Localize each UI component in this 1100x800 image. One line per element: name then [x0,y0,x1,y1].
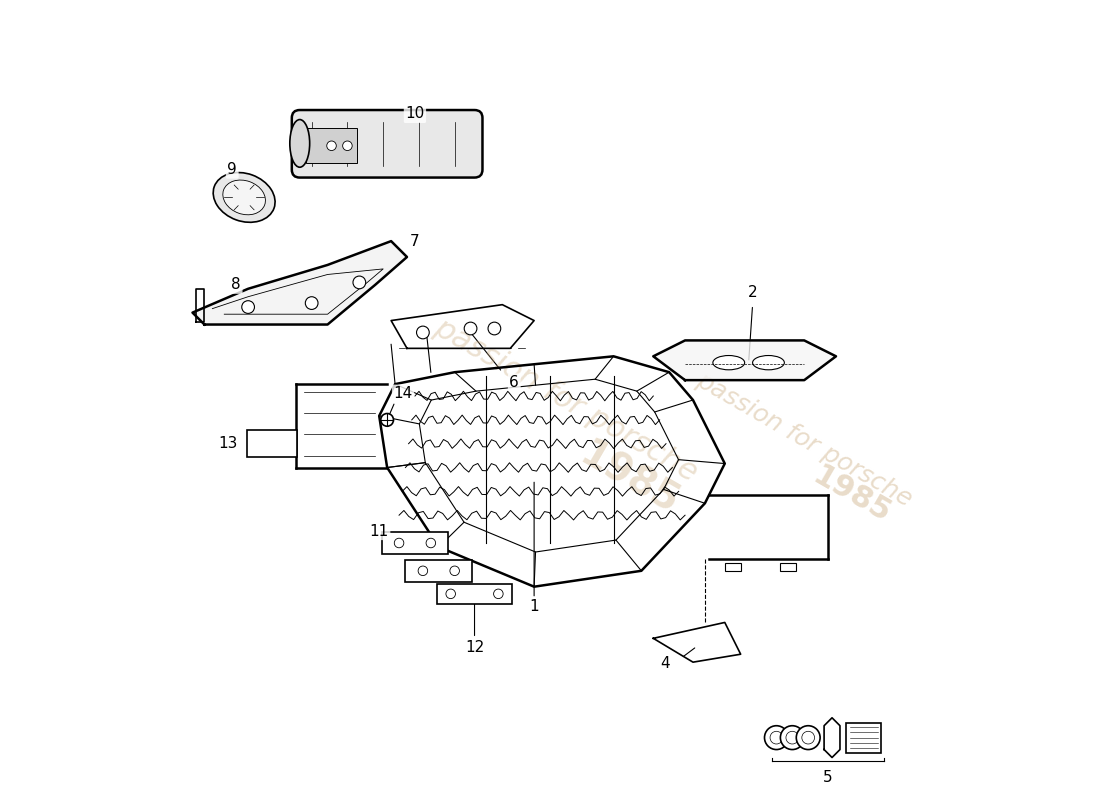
Circle shape [464,322,477,335]
Ellipse shape [289,119,310,167]
Text: passion for porsche: passion for porsche [429,313,703,487]
Text: 2: 2 [748,286,758,300]
Text: 9: 9 [228,162,238,177]
Ellipse shape [213,173,275,222]
FancyBboxPatch shape [725,563,740,571]
Ellipse shape [223,180,265,214]
Circle shape [796,726,821,750]
Polygon shape [653,341,836,380]
Circle shape [426,538,436,548]
Text: 8: 8 [231,278,241,292]
Circle shape [494,589,503,598]
Text: 1985: 1985 [807,462,896,529]
FancyBboxPatch shape [437,583,512,604]
Circle shape [488,322,501,335]
Circle shape [394,538,404,548]
Text: 12: 12 [465,640,484,655]
Circle shape [450,566,460,575]
Text: 7: 7 [410,234,420,249]
Text: 11: 11 [370,523,388,538]
Circle shape [381,414,394,426]
Circle shape [306,297,318,310]
Text: 5: 5 [823,770,833,785]
FancyBboxPatch shape [846,722,881,753]
FancyBboxPatch shape [292,110,483,178]
Text: 1985: 1985 [573,436,685,523]
Circle shape [242,301,254,314]
Text: 10: 10 [405,106,425,122]
Circle shape [802,731,814,744]
FancyBboxPatch shape [306,128,358,163]
Polygon shape [192,241,407,325]
FancyBboxPatch shape [780,563,796,571]
Text: 14: 14 [394,386,412,401]
Circle shape [764,726,789,750]
Ellipse shape [713,355,745,370]
Circle shape [780,726,804,750]
Text: 4: 4 [660,656,670,671]
Text: 1: 1 [529,599,539,614]
Text: 13: 13 [219,436,238,451]
Ellipse shape [752,355,784,370]
FancyBboxPatch shape [246,430,297,457]
Circle shape [770,731,783,744]
Circle shape [327,141,337,150]
Circle shape [343,141,352,150]
FancyBboxPatch shape [406,560,472,582]
Circle shape [353,276,365,289]
Circle shape [785,731,799,744]
Circle shape [418,566,428,575]
Text: passion for porsche: passion for porsche [692,368,916,511]
Circle shape [446,589,455,598]
Text: 6: 6 [509,375,519,390]
Circle shape [417,326,429,339]
FancyBboxPatch shape [382,532,449,554]
